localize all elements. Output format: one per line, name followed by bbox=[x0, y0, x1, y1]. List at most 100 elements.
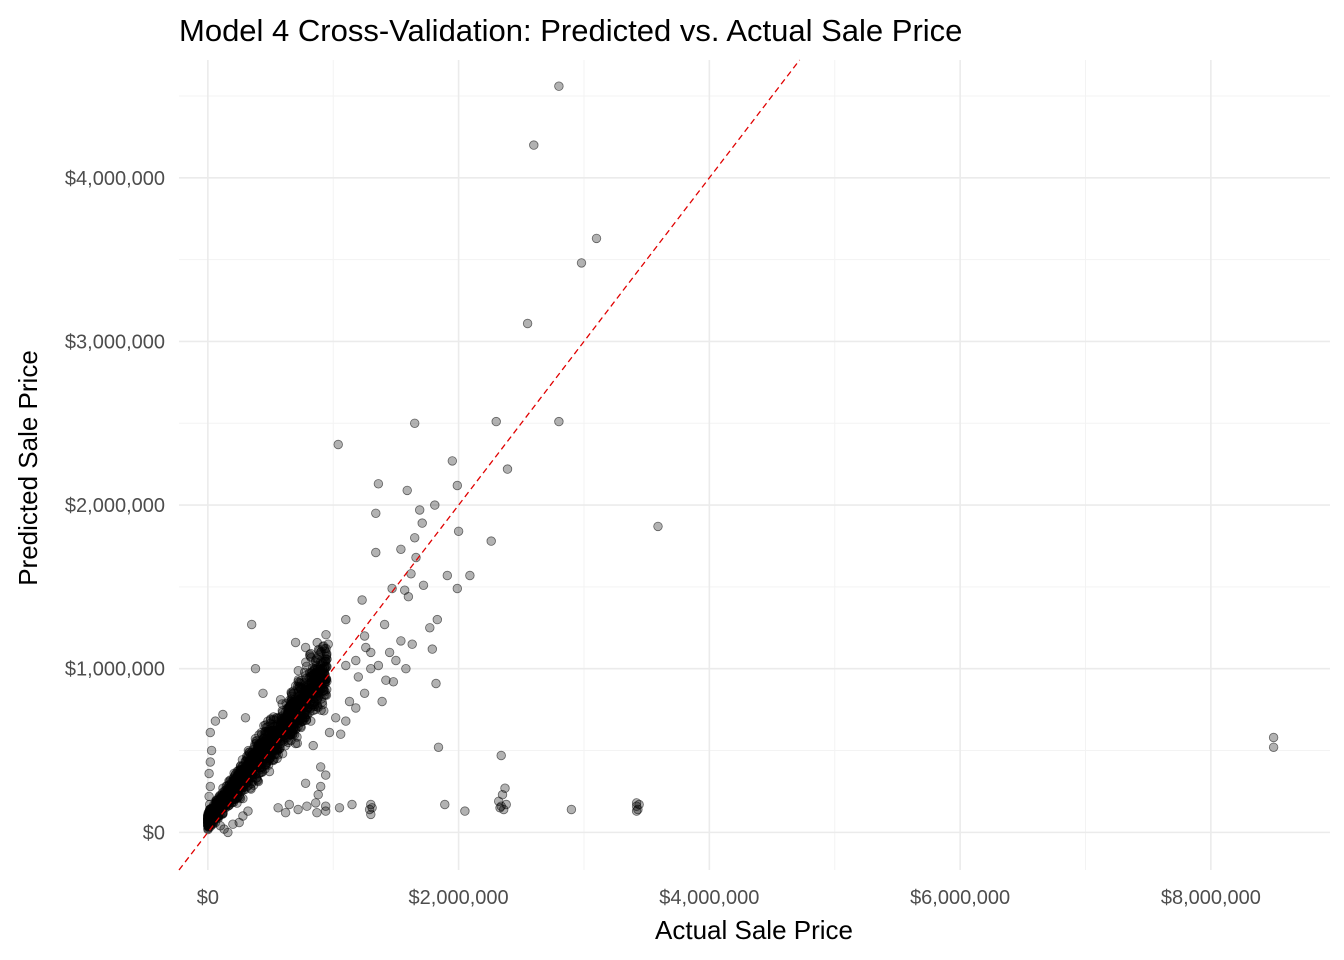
data-point bbox=[566, 804, 577, 815]
data-point bbox=[321, 806, 331, 816]
data-point bbox=[442, 570, 453, 581]
data-point bbox=[243, 761, 253, 771]
data-point bbox=[229, 794, 239, 805]
data-point bbox=[317, 642, 328, 652]
y-tick-label: $1,000,000 bbox=[65, 659, 165, 681]
data-point bbox=[262, 743, 272, 754]
data-point bbox=[311, 798, 321, 808]
data-point bbox=[359, 688, 370, 699]
data-point bbox=[430, 500, 440, 510]
data-point bbox=[388, 677, 399, 687]
data-point bbox=[312, 808, 322, 818]
data-point bbox=[205, 781, 216, 792]
data-point bbox=[302, 661, 312, 672]
data-point bbox=[268, 755, 279, 766]
y-tick-label: $2,000,000 bbox=[65, 495, 165, 517]
data-point bbox=[215, 821, 226, 831]
data-point bbox=[496, 801, 506, 811]
data-point bbox=[246, 619, 257, 630]
data-point bbox=[351, 655, 361, 666]
data-point bbox=[371, 547, 381, 558]
data-point bbox=[246, 784, 256, 794]
data-point bbox=[452, 480, 463, 491]
data-point bbox=[204, 791, 214, 802]
data-point bbox=[334, 803, 345, 813]
data-point bbox=[366, 647, 376, 658]
x-tick-label: $8,000,000 bbox=[1161, 887, 1261, 909]
data-point bbox=[290, 637, 301, 648]
data-point bbox=[263, 760, 274, 770]
data-point bbox=[216, 798, 227, 808]
y-tick-label: $4,000,000 bbox=[65, 168, 165, 190]
data-point bbox=[316, 762, 326, 772]
data-point bbox=[204, 799, 215, 810]
data-point bbox=[418, 580, 429, 591]
data-point bbox=[324, 727, 335, 738]
data-point bbox=[204, 768, 214, 779]
data-point bbox=[410, 418, 420, 429]
data-point bbox=[306, 668, 316, 679]
data-point bbox=[233, 766, 244, 776]
data-point bbox=[341, 716, 351, 726]
data-point bbox=[381, 675, 391, 685]
data-point bbox=[344, 696, 355, 707]
data-point bbox=[297, 716, 308, 727]
data-point bbox=[403, 592, 414, 602]
x-tick-label: $0 bbox=[197, 887, 219, 909]
data-point bbox=[433, 742, 444, 753]
data-point bbox=[391, 655, 401, 666]
data-point bbox=[1268, 742, 1279, 753]
data-point bbox=[300, 778, 311, 789]
data-point bbox=[427, 644, 438, 654]
data-point bbox=[304, 679, 314, 689]
data-point bbox=[253, 751, 263, 761]
data-point bbox=[406, 569, 416, 579]
data-point bbox=[250, 664, 261, 674]
data-point bbox=[269, 739, 279, 749]
data-point bbox=[410, 533, 420, 543]
data-point bbox=[206, 745, 217, 756]
data-point bbox=[384, 647, 395, 658]
data-point bbox=[351, 703, 361, 713]
data-point bbox=[554, 81, 564, 91]
data-point bbox=[496, 750, 506, 761]
data-points bbox=[203, 81, 1279, 838]
data-point bbox=[258, 733, 269, 743]
data-point bbox=[205, 757, 216, 767]
data-point bbox=[263, 726, 273, 736]
data-point bbox=[270, 722, 281, 732]
data-point bbox=[254, 763, 265, 773]
data-point bbox=[280, 808, 291, 818]
data-point bbox=[367, 803, 377, 813]
x-tick-label: $2,000,000 bbox=[409, 887, 509, 909]
data-point bbox=[321, 630, 331, 640]
data-point bbox=[317, 668, 328, 678]
data-point bbox=[396, 636, 406, 646]
data-point bbox=[529, 140, 539, 150]
data-point bbox=[273, 803, 283, 813]
data-point bbox=[302, 801, 312, 811]
data-point bbox=[308, 740, 318, 751]
data-point bbox=[361, 642, 371, 653]
data-point bbox=[281, 715, 291, 726]
data-point bbox=[221, 790, 231, 800]
data-point bbox=[502, 464, 513, 474]
data-point bbox=[407, 639, 417, 649]
grid bbox=[179, 60, 1330, 870]
data-point bbox=[311, 655, 321, 666]
data-point bbox=[460, 806, 470, 816]
data-point bbox=[285, 717, 296, 728]
data-point bbox=[331, 713, 341, 723]
data-point bbox=[240, 713, 251, 723]
data-point bbox=[465, 570, 475, 581]
data-point bbox=[250, 739, 260, 749]
data-point bbox=[373, 660, 384, 671]
data-point bbox=[243, 806, 253, 816]
data-point bbox=[447, 456, 458, 466]
data-point bbox=[275, 695, 286, 705]
data-point bbox=[316, 647, 326, 658]
data-point bbox=[353, 672, 364, 682]
data-point bbox=[321, 770, 331, 780]
reference-line bbox=[178, 59, 801, 871]
